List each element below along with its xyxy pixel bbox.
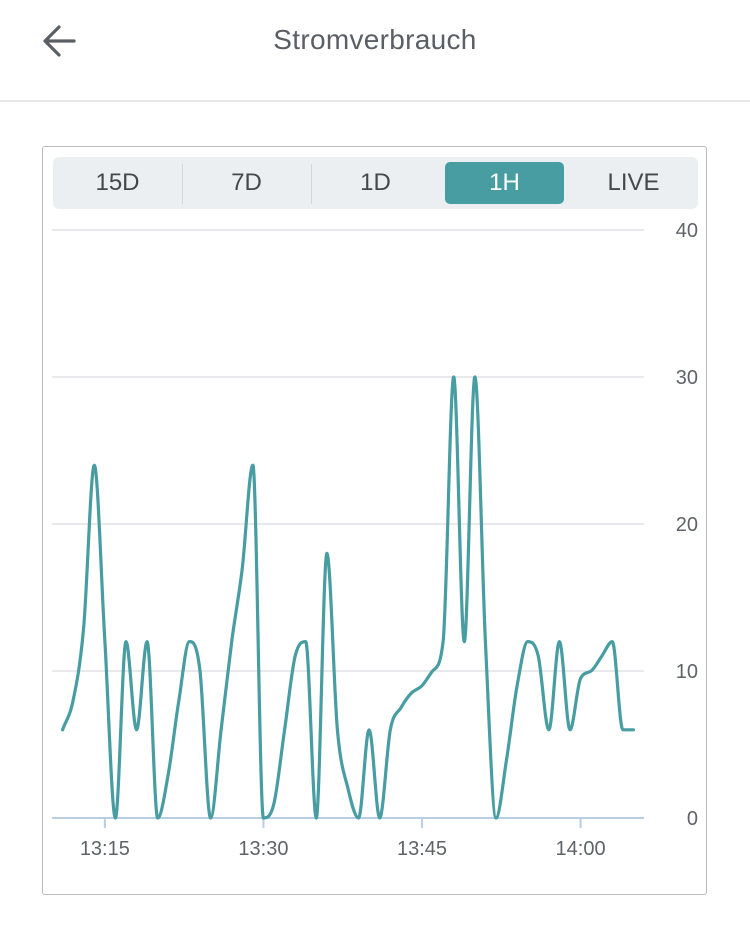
series-line xyxy=(61,375,635,820)
time-range-tabs: 15D 7D 1D 1H LIVE xyxy=(53,157,698,209)
x-tick-label: 14:00 xyxy=(556,838,606,860)
y-axis-ticks: 0 10 20 30 40 xyxy=(676,220,698,830)
x-axis-ticks: 13:15 13:30 13:45 14:00 xyxy=(80,818,606,860)
tab-1d[interactable]: 1D xyxy=(360,169,391,196)
x-tick-label: 13:15 xyxy=(80,838,130,860)
y-tick-label: 20 xyxy=(676,514,698,536)
grid-lines xyxy=(52,229,644,672)
tab-7d[interactable]: 7D xyxy=(187,162,312,204)
y-tick-label: 40 xyxy=(676,220,698,242)
x-tick-label: 13:45 xyxy=(397,838,447,860)
y-tick-label: 30 xyxy=(676,367,698,389)
back-button[interactable] xyxy=(38,20,82,64)
tab-live[interactable]: LIVE xyxy=(607,169,660,196)
tab-15d[interactable]: 15D xyxy=(58,162,183,204)
page-title: Stromverbrauch xyxy=(273,24,477,55)
app-header: Stromverbrauch xyxy=(0,0,750,102)
y-tick-label: 0 xyxy=(687,808,698,830)
tab-1h[interactable]: 1H xyxy=(445,162,564,204)
arrow-left-icon xyxy=(43,25,76,57)
x-tick-label: 13:30 xyxy=(238,838,288,860)
y-tick-label: 10 xyxy=(676,661,698,683)
